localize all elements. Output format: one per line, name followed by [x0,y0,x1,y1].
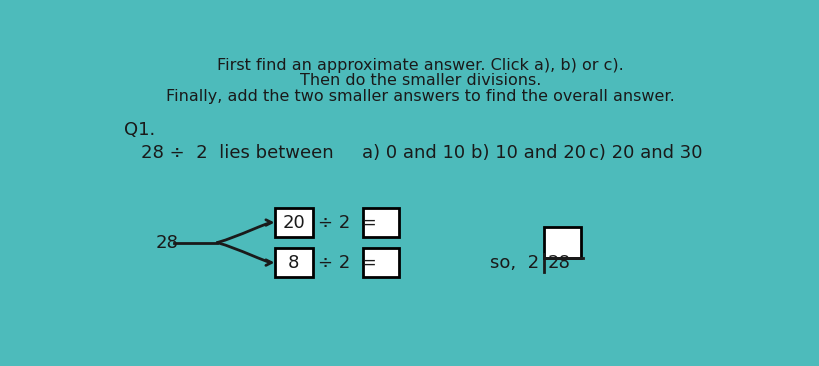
Text: 20: 20 [283,213,305,232]
FancyBboxPatch shape [363,248,398,277]
FancyBboxPatch shape [274,208,313,237]
Text: 28 ÷  2  lies between: 28 ÷ 2 lies between [141,144,333,162]
Text: c) 20 and 30: c) 20 and 30 [589,144,702,162]
FancyBboxPatch shape [363,208,398,237]
FancyArrowPatch shape [217,220,271,243]
Text: 28: 28 [155,234,178,251]
FancyBboxPatch shape [544,227,581,258]
Text: ÷ 2  =: ÷ 2 = [318,254,376,272]
Text: ÷ 2  =: ÷ 2 = [318,213,376,232]
Text: 8: 8 [288,254,299,272]
Text: Q1.: Q1. [124,121,156,139]
Text: b) 10 and 20: b) 10 and 20 [470,144,585,162]
Text: 28: 28 [547,254,569,272]
FancyBboxPatch shape [274,248,313,277]
Text: a) 0 and 10: a) 0 and 10 [362,144,464,162]
Text: so,  2: so, 2 [490,254,538,272]
FancyArrowPatch shape [217,243,271,265]
Text: First find an approximate answer. Click a), b) or c).: First find an approximate answer. Click … [216,58,623,73]
Text: Finally, add the two smaller answers to find the overall answer.: Finally, add the two smaller answers to … [165,89,674,104]
Text: Then do the smaller divisions.: Then do the smaller divisions. [299,73,541,88]
